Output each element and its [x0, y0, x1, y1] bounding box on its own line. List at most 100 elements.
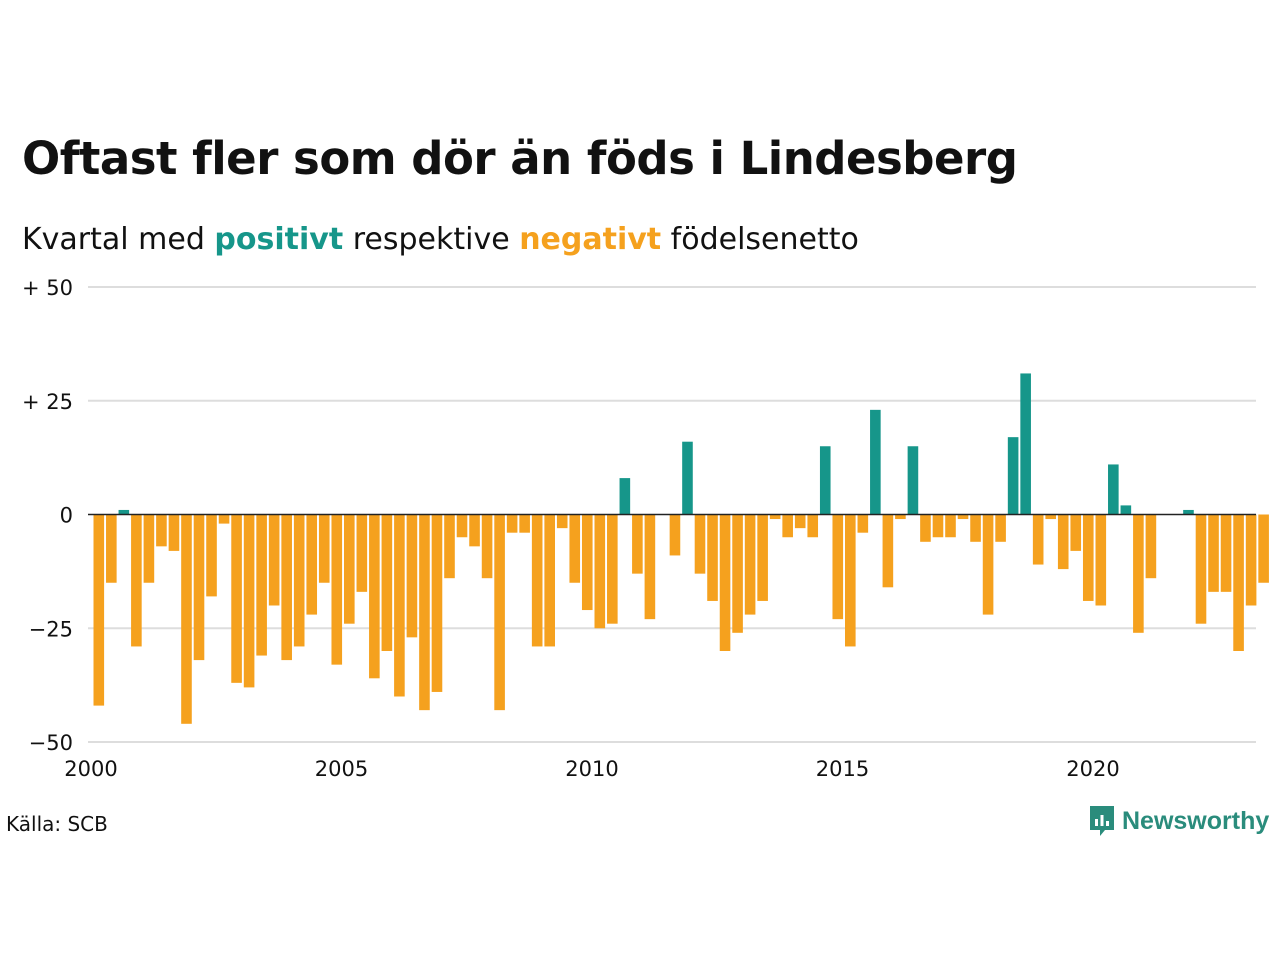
bar	[481, 514, 493, 579]
bar	[920, 514, 931, 542]
y-tick-label: 0	[60, 504, 73, 528]
bar	[1133, 514, 1144, 633]
bar	[356, 514, 368, 592]
bar	[1120, 505, 1132, 515]
bar	[882, 514, 894, 588]
bar	[945, 514, 956, 538]
bar	[995, 514, 1006, 542]
bar	[845, 514, 856, 647]
bar	[93, 514, 105, 706]
bar	[782, 514, 793, 538]
bar	[682, 441, 693, 515]
bar	[819, 446, 831, 515]
bar	[757, 514, 768, 601]
bar	[707, 514, 718, 601]
bar	[769, 514, 781, 520]
bar	[469, 514, 480, 547]
bar	[1057, 514, 1069, 570]
bar	[193, 514, 205, 661]
bar	[406, 514, 418, 638]
bar	[1007, 437, 1019, 515]
bar	[143, 514, 155, 583]
bar	[444, 514, 455, 579]
bar	[607, 514, 618, 624]
bar	[1070, 514, 1082, 551]
bar	[181, 514, 192, 724]
bar	[807, 514, 819, 538]
bar	[456, 514, 468, 538]
bar	[394, 514, 405, 697]
bar	[632, 514, 643, 574]
bar	[1108, 464, 1119, 515]
bar	[895, 514, 906, 520]
bar	[419, 514, 430, 711]
bar	[544, 514, 555, 647]
bar	[306, 514, 318, 615]
subtitle-negative-label: negativt	[519, 222, 662, 257]
subtitle-prefix: Kvartal med	[22, 222, 215, 257]
bar	[431, 514, 443, 692]
bar	[556, 514, 568, 529]
bar	[1220, 514, 1232, 592]
bar	[131, 514, 142, 647]
x-tick-label: 2005	[315, 757, 368, 781]
bar	[1183, 509, 1194, 515]
bar	[293, 514, 305, 647]
bar	[506, 514, 518, 533]
bar	[318, 514, 330, 583]
bar	[331, 514, 343, 665]
y-tick-label: −25	[29, 617, 73, 641]
bar	[1245, 514, 1257, 606]
subtitle-positive-label: positivt	[214, 222, 344, 257]
bar	[156, 514, 167, 547]
bar	[231, 514, 242, 683]
bar	[619, 478, 631, 515]
x-tick-label: 2015	[816, 757, 869, 781]
bar	[1020, 373, 1031, 515]
x-tick-label: 2000	[64, 757, 117, 781]
bar	[381, 514, 393, 651]
brand-name: Newsworthy	[1122, 806, 1270, 835]
bar	[857, 514, 869, 533]
bar	[519, 514, 530, 533]
bar	[494, 514, 505, 711]
bar	[569, 514, 581, 583]
y-tick-label: + 25	[22, 390, 73, 414]
source-note: Källa: SCB	[6, 812, 108, 836]
bar	[1195, 514, 1207, 624]
bar	[581, 514, 593, 611]
bar	[256, 514, 267, 656]
subtitle-suffix: födelsenetto	[661, 222, 859, 257]
bar	[281, 514, 292, 661]
bar	[344, 514, 355, 624]
bar	[118, 509, 130, 515]
bar	[907, 446, 919, 515]
brand: Newsworthy	[1088, 804, 1269, 838]
bar	[531, 514, 543, 647]
bar	[719, 514, 731, 651]
x-tick-label: 2020	[1066, 757, 1119, 781]
bar	[669, 514, 681, 556]
bar	[1208, 514, 1219, 592]
bar	[957, 514, 969, 520]
y-tick-label: + 50	[22, 276, 73, 300]
bar	[744, 514, 756, 615]
bar	[206, 514, 217, 597]
bar	[932, 514, 944, 538]
bar	[243, 514, 255, 688]
chart-subtitle: Kvartal med positivt respektive negativt…	[22, 222, 859, 257]
bar	[832, 514, 844, 620]
bar	[644, 514, 656, 620]
bar	[1258, 514, 1269, 583]
bar	[694, 514, 706, 574]
y-tick-label: −50	[29, 731, 73, 755]
bar	[1045, 514, 1056, 520]
bar	[1095, 514, 1107, 606]
bar	[870, 409, 881, 515]
bar	[794, 514, 806, 529]
subtitle-middle: respektive	[343, 222, 520, 257]
bar	[369, 514, 380, 679]
bar	[594, 514, 606, 629]
chart-title: Oftast fler som dör än föds i Lindesberg	[22, 132, 1018, 185]
